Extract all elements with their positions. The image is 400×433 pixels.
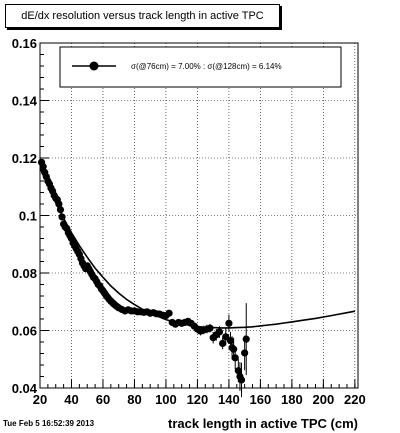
y-tick-label: 0.08 bbox=[12, 266, 37, 281]
data-point bbox=[219, 337, 227, 350]
data-point bbox=[39, 163, 47, 171]
data-point bbox=[55, 200, 63, 208]
timestamp: Tue Feb 5 16:52:39 2013 bbox=[3, 419, 95, 428]
x-tick-label: 140 bbox=[218, 392, 240, 407]
legend: σ(@76cm) = 7.00% : σ(@128cm) = 6.14% bbox=[59, 46, 342, 88]
legend-entry-label: σ(@76cm) = 7.00% : σ(@128cm) = 6.14% bbox=[131, 62, 282, 71]
legend-box bbox=[59, 46, 342, 88]
point-marker bbox=[230, 345, 238, 353]
x-axis-title: track length in active TPC (cm) bbox=[168, 416, 358, 431]
data-point bbox=[225, 314, 233, 332]
x-tick-label: 60 bbox=[96, 392, 110, 407]
x-tick-label: 180 bbox=[281, 392, 303, 407]
point-marker bbox=[56, 206, 65, 214]
x-tick-label: 40 bbox=[64, 392, 78, 407]
point-marker bbox=[215, 328, 224, 336]
data-point bbox=[206, 323, 214, 333]
x-tick-label: 220 bbox=[344, 392, 366, 407]
point-marker bbox=[219, 339, 227, 348]
y-tick-label: 0.1 bbox=[19, 209, 37, 224]
y-tick-label: 0.14 bbox=[12, 94, 38, 109]
point-marker bbox=[242, 335, 250, 343]
chart-title: dE/dx resolution versus track length in … bbox=[5, 4, 280, 28]
x-tick-label: 160 bbox=[250, 392, 272, 407]
y-tick-label: 0.16 bbox=[12, 36, 37, 51]
grid-lines bbox=[40, 43, 358, 388]
x-tick-label: 100 bbox=[155, 392, 177, 407]
y-tick-label: 0.04 bbox=[12, 381, 38, 396]
point-marker bbox=[241, 349, 249, 357]
x-tick-label: 20 bbox=[33, 392, 47, 407]
data-point bbox=[56, 206, 65, 214]
x-tick-label: 80 bbox=[127, 392, 141, 407]
y-tick-labels: 0.04 0.06 0.08 0.1 0.12 0.14 0.16 bbox=[12, 36, 38, 396]
y-tick-label: 0.12 bbox=[12, 151, 37, 166]
point-marker bbox=[231, 354, 239, 362]
data-point bbox=[165, 309, 173, 317]
legend-marker bbox=[89, 61, 99, 71]
data-point bbox=[58, 213, 66, 221]
point-marker bbox=[165, 309, 173, 317]
data-points bbox=[37, 158, 250, 398]
point-marker bbox=[58, 213, 66, 221]
point-marker bbox=[226, 336, 235, 345]
point-marker bbox=[55, 200, 63, 208]
y-tick-label: 0.06 bbox=[12, 324, 37, 339]
point-marker bbox=[237, 376, 246, 384]
point-marker bbox=[39, 163, 47, 171]
x-tick-labels: 20 40 60 80 100 120 140 160 180 200 220 bbox=[33, 392, 366, 407]
data-point bbox=[242, 303, 250, 376]
x-tick-label: 200 bbox=[313, 392, 335, 407]
data-point bbox=[237, 362, 246, 398]
point-marker bbox=[225, 319, 233, 327]
data-point bbox=[231, 346, 239, 370]
point-marker bbox=[206, 324, 214, 332]
x-tick-label: 120 bbox=[187, 392, 209, 407]
data-point bbox=[215, 326, 224, 338]
